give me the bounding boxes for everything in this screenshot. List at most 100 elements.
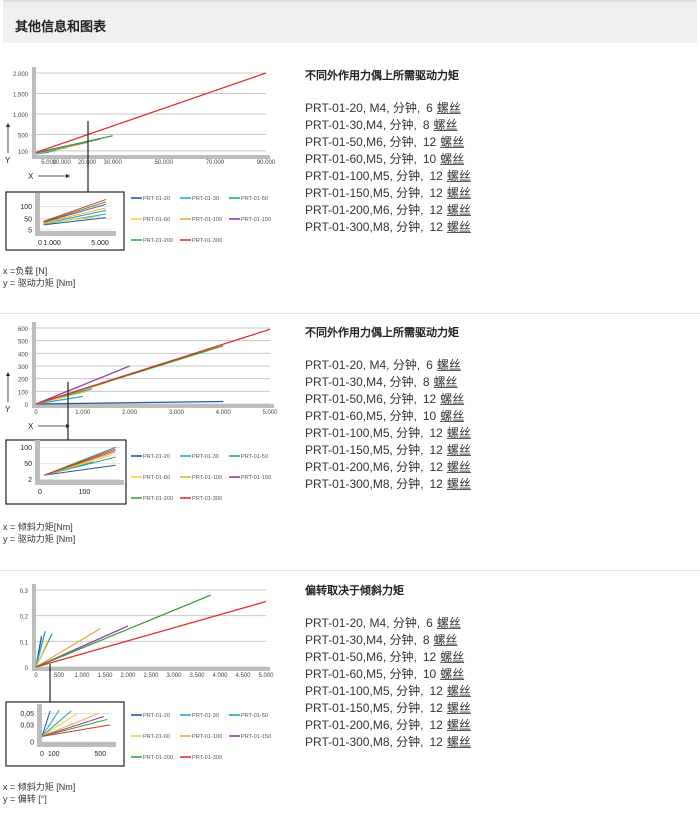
y-axis-band bbox=[32, 322, 36, 408]
chart-section-3: 0 0,1 0,2 0,3 0 500 1.000 1.500 2.000 2.500 3.000 3… bbox=[0, 580, 700, 812]
inset-x-tick-label: 1.000 bbox=[43, 240, 61, 247]
x-tick-label: 3.000 bbox=[166, 673, 182, 679]
inset-series-line-PRT-01-30 bbox=[41, 709, 60, 737]
legend-label: PRT-01-100 bbox=[192, 475, 222, 481]
info-panel: 偏转取决于倾斜力矩 PRT-01-20, M4, 分钟, 6 螺丝 PRT-01-30… bbox=[305, 583, 685, 751]
inset-series-line-PRT-01-20 bbox=[41, 710, 51, 737]
spec-item: PRT-01-150,M5, 分钟, 12 螺丝 bbox=[305, 185, 685, 202]
spec-item: PRT-01-150,M5, 分钟, 12 螺丝 bbox=[305, 442, 685, 459]
chart-section-2: 0 100 200 300 400 500 600 0 1.000 2.000 3.000 4.000… bbox=[0, 320, 700, 555]
legend-label: PRT-01-20 bbox=[143, 713, 170, 719]
spec-count: 12 bbox=[429, 684, 443, 698]
inset-series-line-PRT-01-150 bbox=[43, 203, 107, 223]
x-axis-label: X bbox=[28, 172, 34, 181]
x-tick-label: 5.000 bbox=[41, 160, 57, 166]
spec-model: PRT-01-200,M6, 分钟, bbox=[305, 718, 424, 732]
spec-item: PRT-01-60,M5, 分钟, 10 螺丝 bbox=[305, 666, 685, 683]
spec-count: 6 bbox=[426, 101, 433, 115]
spec-unit: 螺丝 bbox=[440, 152, 465, 166]
y-tick-label: 100 bbox=[18, 390, 29, 396]
y-tick-label: 300 bbox=[18, 365, 29, 371]
x-tick-label: 5.000 bbox=[258, 673, 274, 679]
series-line-PRT-01-30 bbox=[35, 630, 46, 668]
x-axis-label: X bbox=[28, 422, 34, 431]
series-line-PRT-01-100 bbox=[35, 627, 101, 668]
spec-count: 12 bbox=[429, 718, 443, 732]
spec-item: PRT-01-20, M4, 分钟, 6 螺丝 bbox=[305, 100, 685, 117]
inset-y-tick-label: 50 bbox=[24, 461, 32, 468]
spec-model: PRT-01-60,M5, 分钟, bbox=[305, 152, 417, 166]
inset-x-tick-label: 500 bbox=[94, 751, 106, 758]
spec-item: PRT-01-300,M8, 分钟, 12 螺丝 bbox=[305, 734, 685, 751]
y-tick-label: 400 bbox=[18, 352, 29, 358]
inset-y-tick-label: 0,05 bbox=[20, 711, 34, 718]
x-axis-band bbox=[32, 155, 270, 159]
spec-count: 12 bbox=[429, 169, 443, 183]
inset-y-tick-label: 100 bbox=[20, 204, 32, 211]
inset-y-band bbox=[35, 193, 40, 236]
spec-unit: 螺丝 bbox=[446, 718, 471, 732]
spec-unit: 螺丝 bbox=[440, 667, 465, 681]
spec-count: 8 bbox=[422, 633, 430, 647]
series-line-PRT-01-150 bbox=[35, 365, 130, 405]
y-axis-label: Y bbox=[5, 156, 11, 165]
spec-item: PRT-01-60,M5, 分钟, 10 螺丝 bbox=[305, 151, 685, 168]
spec-model: PRT-01-300,M8, 分钟, bbox=[305, 477, 424, 491]
legend-label: PRT-01-20 bbox=[143, 196, 170, 202]
spec-model: PRT-01-30,M4, 分钟, bbox=[305, 118, 417, 132]
y-arrow-head bbox=[6, 372, 10, 376]
legend-label: PRT-01-50 bbox=[241, 196, 268, 202]
spec-unit: 螺丝 bbox=[446, 426, 471, 440]
y-tick-label: 600 bbox=[18, 327, 29, 333]
legend-label: PRT-01-50 bbox=[241, 454, 268, 460]
spec-unit: 螺丝 bbox=[446, 443, 471, 457]
inset-series-line-PRT-01-300 bbox=[41, 724, 110, 737]
spec-unit: 螺丝 bbox=[446, 203, 471, 217]
spec-model: PRT-01-60,M5, 分钟, bbox=[305, 409, 417, 423]
series-line-PRT-01-20 bbox=[35, 400, 224, 405]
spec-model: PRT-01-20, M4, 分钟, bbox=[305, 616, 421, 630]
inset-series-line-PRT-01-150 bbox=[41, 716, 104, 737]
spec-count: 12 bbox=[429, 186, 443, 200]
spec-model: PRT-01-100,M5, 分钟, bbox=[305, 684, 424, 698]
legend-label: PRT-01-60 bbox=[143, 217, 170, 223]
legend-label: PRT-01-20 bbox=[143, 454, 170, 460]
spec-model: PRT-01-50,M6, 分钟, bbox=[305, 392, 417, 406]
inset-y-tick-label: 100 bbox=[20, 445, 32, 452]
inset-series-line-PRT-01-300 bbox=[43, 198, 107, 222]
spec-count: 12 bbox=[429, 220, 443, 234]
legend-label: PRT-01-30 bbox=[192, 196, 219, 202]
legend-label: PRT-01-100 bbox=[192, 734, 222, 740]
x-axis-caption: x =负载 [N] bbox=[3, 266, 48, 276]
spec-item: PRT-01-200,M6, 分钟, 12 螺丝 bbox=[305, 717, 685, 734]
y-tick-label: 0 bbox=[25, 666, 29, 672]
inset-series-line-PRT-01-200 bbox=[41, 718, 108, 737]
x-tick-label: 1.000 bbox=[75, 410, 91, 416]
spec-model: PRT-01-200,M6, 分钟, bbox=[305, 460, 424, 474]
info-title: 不同外作用力偶上所需驱动力矩 bbox=[305, 327, 459, 339]
spec-count: 8 bbox=[422, 118, 430, 132]
inset-x-band bbox=[35, 480, 124, 485]
spec-count: 12 bbox=[422, 135, 437, 149]
x-tick-label: 30.000 bbox=[103, 160, 122, 166]
spec-model: PRT-01-20, M4, 分钟, bbox=[305, 101, 421, 115]
spec-model: PRT-01-60,M5, 分钟, bbox=[305, 667, 417, 681]
y-arrow-head bbox=[6, 123, 10, 127]
y-tick-label: 1.000 bbox=[13, 113, 29, 119]
x-tick-label: 1.500 bbox=[97, 673, 113, 679]
inset-y-tick-label: 5 bbox=[28, 227, 32, 234]
spec-unit: 螺丝 bbox=[440, 650, 465, 664]
legend-label: PRT-01-100 bbox=[192, 217, 222, 223]
spec-unit: 螺丝 bbox=[433, 118, 458, 132]
legend-label: PRT-01-300 bbox=[192, 238, 222, 244]
inset-series-line-PRT-01-100 bbox=[43, 207, 107, 224]
info-title: 偏转取决于倾斜力矩 bbox=[305, 585, 404, 597]
spec-count: 12 bbox=[422, 650, 437, 664]
y-tick-label: 0,2 bbox=[20, 615, 29, 621]
series-line-PRT-01-300 bbox=[35, 600, 267, 668]
inset-x-tick-label: 100 bbox=[48, 751, 60, 758]
info-title: 不同外作用力偶上所需驱动力矩 bbox=[305, 70, 459, 82]
spec-unit: 螺丝 bbox=[436, 358, 461, 372]
spec-model: PRT-01-20, M4, 分钟, bbox=[305, 358, 421, 372]
inset-series-line-PRT-01-60 bbox=[43, 215, 101, 224]
